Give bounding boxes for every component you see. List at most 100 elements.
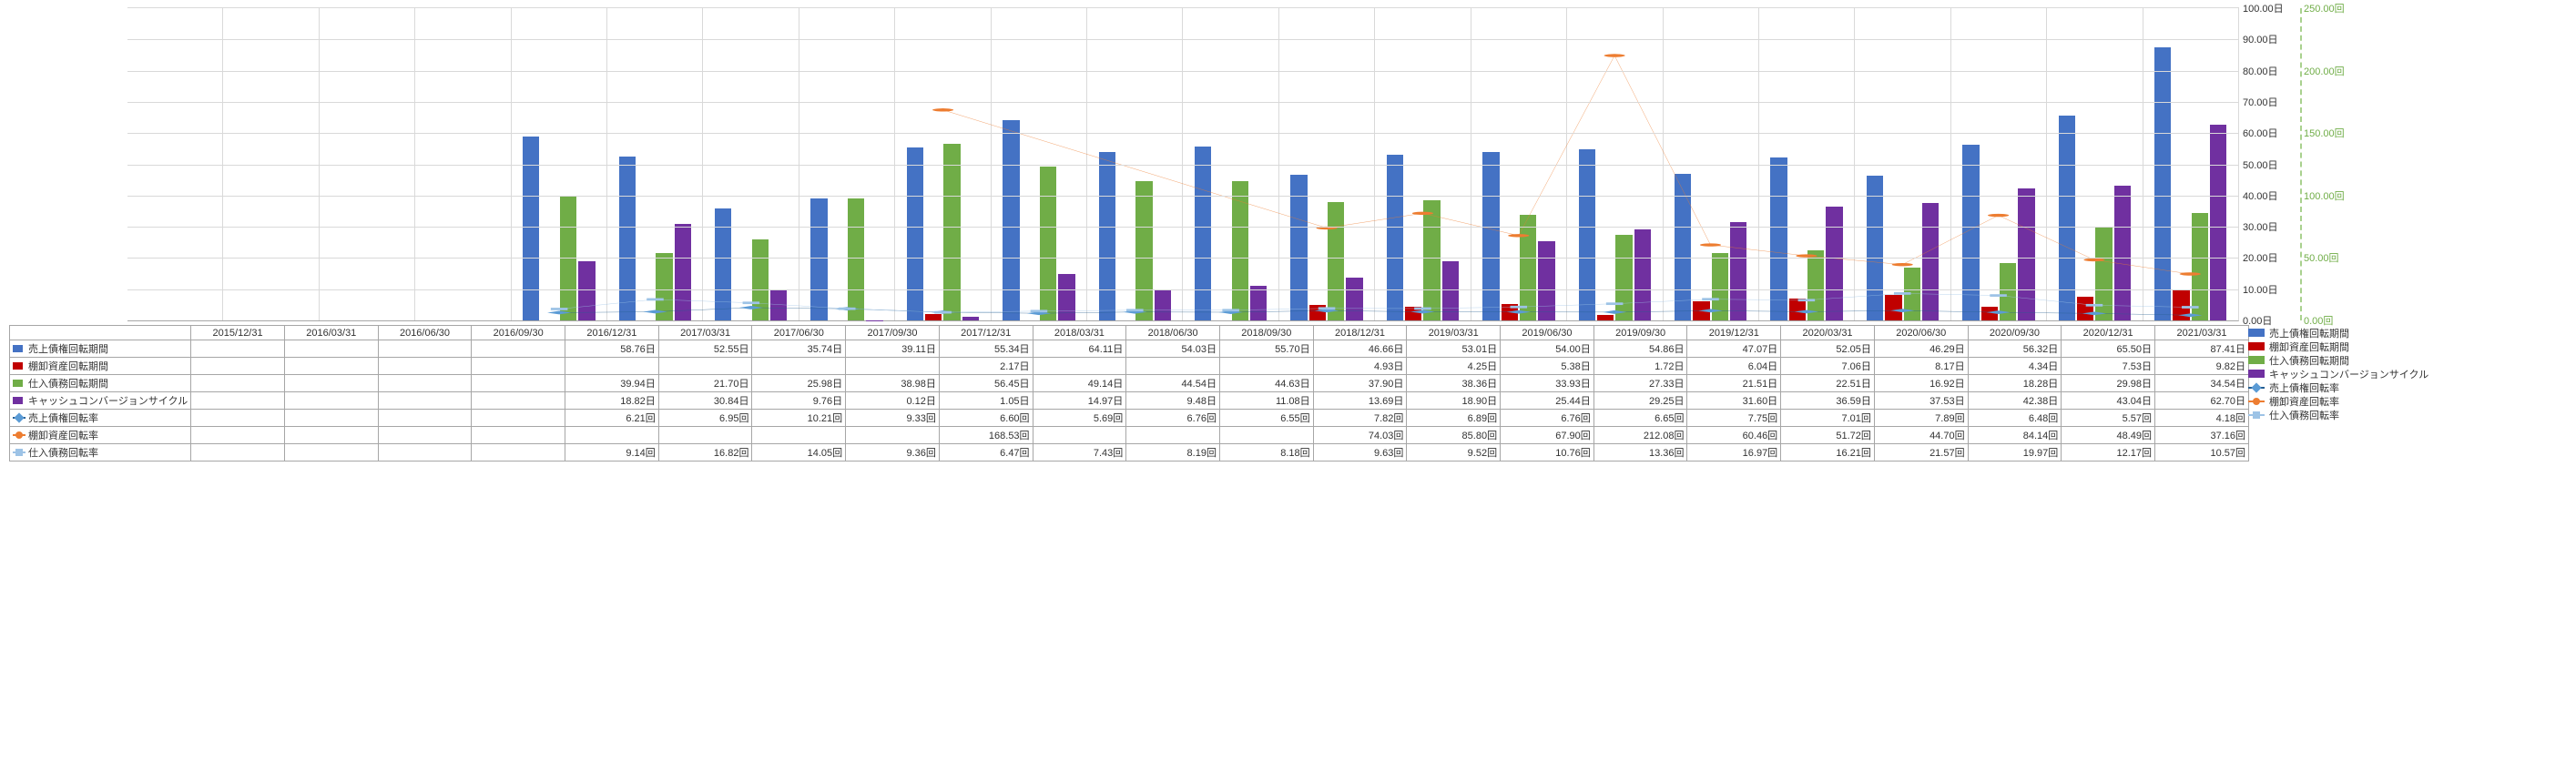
bar [2173,289,2189,320]
table-col-header: 2016/12/31 [565,326,659,340]
table-cell: 9.63回 [1313,444,1407,462]
table-cell: 16.97回 [1687,444,1781,462]
table-col-header: 2020/09/30 [1968,326,2062,340]
table-cell: 6.89回 [1407,410,1501,427]
table-cell [565,358,659,375]
table-cell: 54.86日 [1593,340,1687,358]
y-right-tick: 40.00日 [2243,188,2278,203]
y-right2-tick: 150.00回 [2304,126,2345,140]
table-cell: 10.76回 [1501,444,1594,462]
legend-label: キャッシュコンバージョンサイクル [2269,367,2428,381]
bar [1442,261,1459,320]
table-cell: 22.51日 [1781,375,1875,392]
bar [1003,120,1019,320]
bar [1232,181,1248,320]
legend-item: 売上債権回転期間 [2248,326,2567,340]
bar [907,147,923,320]
table-cell: 10.21回 [752,410,846,427]
y-right-tick: 50.00日 [2243,157,2278,172]
table-cell [846,358,940,375]
table-cell: 46.66日 [1313,340,1407,358]
bar [2095,227,2112,320]
bar [810,198,827,320]
bar [1789,299,1806,320]
y-right2-tick: 50.00回 [2304,250,2339,265]
table-cell: 9.14回 [565,444,659,462]
table-cell: 12.17回 [2062,444,2155,462]
table-cell [191,427,285,444]
table-cell: 11.08日 [1219,392,1313,410]
table-cell: 55.70日 [1219,340,1313,358]
table-cell [378,358,472,375]
y-right-tick: 100.00日 [2243,1,2284,15]
table-cell: 16.82回 [658,444,752,462]
bar [1423,200,1440,320]
table-row-label: 売上債権回転期間 [10,340,191,358]
table-cell: 7.43回 [1033,444,1126,462]
table-cell: 65.50日 [2062,340,2155,358]
table-cell: 56.45日 [939,375,1033,392]
legend-label: 売上債権回転期間 [2269,326,2349,340]
legend-label: 仕入債務回転率 [2269,408,2339,422]
table-cell [472,358,565,375]
table-cell: 35.74日 [752,340,846,358]
bar [1885,295,1901,320]
table-col-header: 2017/12/31 [939,326,1033,340]
table-cell [472,444,565,462]
table-cell: 60.46回 [1687,427,1781,444]
bar [2192,213,2208,320]
legend-item: 売上債権回転率 [2248,380,2567,394]
table-col-header: 2018/03/31 [1033,326,1126,340]
table-cell: 37.53日 [1874,392,1968,410]
table-cell [1219,358,1313,375]
table-col-header: 2020/12/31 [2062,326,2155,340]
y-right2-tick: 100.00回 [2304,188,2345,203]
y-right-tick: 90.00日 [2243,32,2278,46]
table-cell [378,340,472,358]
table-cell: 7.06日 [1781,358,1875,375]
legend-label: 棚卸資産回転期間 [2269,340,2349,354]
table-col-header: 2017/03/31 [658,326,752,340]
legend-label: 棚卸資産回転率 [2269,394,2339,409]
table-cell [1126,358,1220,375]
table-cell: 9.52回 [1407,444,1501,462]
table-cell: 84.14回 [1968,427,2062,444]
bar [1807,250,1824,320]
table-cell: 30.84日 [658,392,752,410]
bar [1770,157,1787,320]
bar [1482,152,1499,320]
bar [1155,290,1171,320]
bar [1634,229,1651,320]
table-cell: 7.75回 [1687,410,1781,427]
table-cell [658,358,752,375]
bar [1250,286,1267,320]
table-cell: 8.19回 [1126,444,1220,462]
table-cell: 9.82日 [2155,358,2249,375]
table-cell: 62.70日 [2155,392,2249,410]
table-row-label: 仕入債務回転期間 [10,375,191,392]
bar [656,253,672,320]
table-cell: 21.51日 [1687,375,1781,392]
table-cell: 5.69回 [1033,410,1126,427]
table-cell: 6.47回 [939,444,1033,462]
bar [1405,307,1421,320]
bar [1867,176,1883,320]
bar [675,224,691,320]
table-col-header: 2021/03/31 [2155,326,2249,340]
table-cell: 36.59日 [1781,392,1875,410]
bar [1135,181,1152,320]
bar [1826,207,1842,321]
bar [1712,253,1728,320]
table-cell [284,427,378,444]
table-cell: 4.18回 [2155,410,2249,427]
table-cell: 13.36回 [1593,444,1687,462]
table-cell: 7.89回 [1874,410,1968,427]
table-cell: 5.57回 [2062,410,2155,427]
table-cell [284,358,378,375]
table-cell: 9.36回 [846,444,940,462]
bar [1730,222,1746,320]
table-cell: 74.03回 [1313,427,1407,444]
table-col-header: 2020/06/30 [1874,326,1968,340]
table-cell: 6.76回 [1126,410,1220,427]
table-cell: 29.25日 [1593,392,1687,410]
